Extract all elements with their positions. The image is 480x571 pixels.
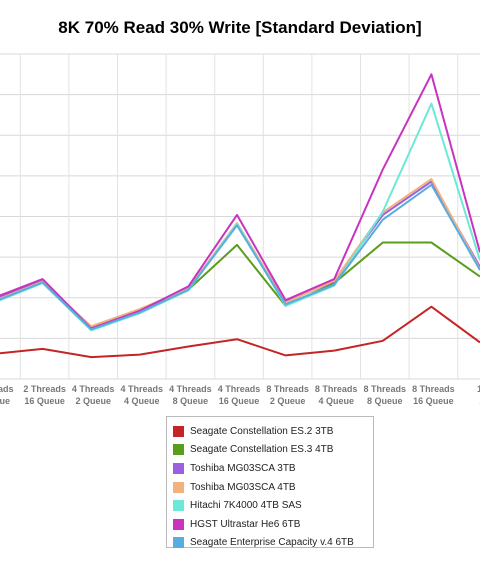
legend-label: HGST Ultrastar He6 6TB <box>190 518 301 530</box>
x-tick-label-8: 8 Threads 8 Queue <box>364 384 407 406</box>
x-tick-label-7: 8 Threads 4 Queue <box>315 384 358 406</box>
legend-item-2[interactable]: Toshiba MG03SCA 3TB <box>173 459 373 478</box>
legend-swatch <box>173 444 184 456</box>
legend-item-3[interactable]: Toshiba MG03SCA 4TB <box>173 478 373 497</box>
legend-swatch <box>173 500 184 512</box>
legend-swatch <box>173 518 184 530</box>
x-tick-label-5: 4 Threads 16 Queue <box>218 384 261 406</box>
grid <box>0 53 480 380</box>
series-line-2 <box>0 180 480 329</box>
series-lines <box>0 73 480 359</box>
legend-swatch <box>173 425 184 437</box>
legend-item-1[interactable]: Seagate Constellation ES.3 4TB <box>173 441 373 460</box>
chart-title: 8K 70% Read 30% Write [Standard Deviatio… <box>58 18 422 37</box>
series-line-5 <box>0 73 480 330</box>
x-tick-label-4: 4 Threads 8 Queue <box>169 384 212 406</box>
series-line-1 <box>0 241 480 330</box>
legend-label: Toshiba MG03SCA 4TB <box>190 481 296 493</box>
legend-label: Toshiba MG03SCA 3TB <box>190 462 296 474</box>
x-tick-label-9: 8 Threads 16 Queue <box>412 384 455 406</box>
legend-label: Seagate Constellation ES.3 4TB <box>190 444 334 456</box>
x-tick-label-0: ThreadsQueue <box>0 384 14 406</box>
legend-label: Seagate Enterprise Capacity v.4 6TB <box>190 537 354 549</box>
legend-swatch <box>173 462 184 474</box>
legend-label: Hitachi 7K4000 4TB SAS <box>190 500 302 512</box>
x-tick-label-6: 8 Threads 2 Queue <box>266 384 309 406</box>
x-tick-label-3: 4 Threads 4 Queue <box>121 384 164 406</box>
legend-item-6[interactable]: Seagate Enterprise Capacity v.4 6TB <box>173 534 373 553</box>
legend: Seagate Constellation ES.2 3TB Seagate Co… <box>166 416 374 549</box>
series-line-0 <box>0 305 480 359</box>
legend-swatch <box>173 481 184 493</box>
legend-swatch <box>173 537 184 549</box>
x-tick-label-1: 2 Threads 16 Queue <box>23 384 66 406</box>
x-tick-label-2: 4 Threads 2 Queue <box>72 384 115 406</box>
series-line-6 <box>0 183 480 331</box>
legend-item-4[interactable]: Hitachi 7K4000 4TB SAS <box>173 496 373 515</box>
legend-item-0[interactable]: Seagate Constellation ES.2 3TB <box>173 422 373 441</box>
legend-item-5[interactable]: HGST Ultrastar He6 6TB <box>173 515 373 534</box>
legend-label: Seagate Constellation ES.2 3TB <box>190 425 334 437</box>
